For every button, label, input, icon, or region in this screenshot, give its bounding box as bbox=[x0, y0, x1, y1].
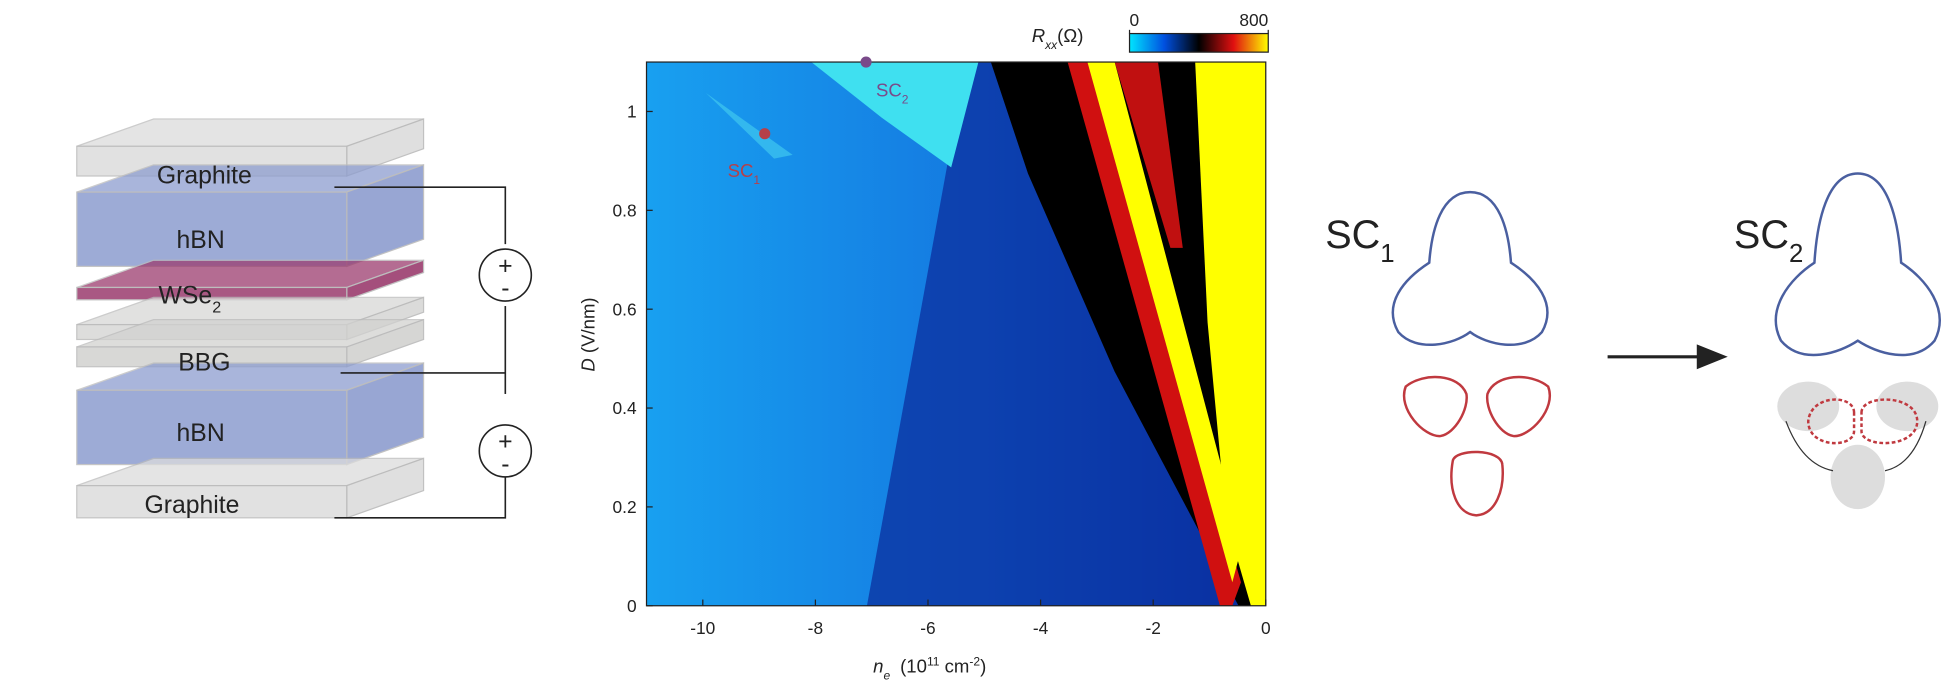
text-part: SC bbox=[876, 80, 902, 101]
y-tick-label: 0 bbox=[627, 596, 637, 616]
layer-label: WSe2 bbox=[159, 283, 222, 317]
colorbar-label: Rxx(Ω) bbox=[1032, 25, 1084, 52]
source-plus: + bbox=[498, 253, 512, 280]
source-plus: + bbox=[498, 429, 512, 456]
layer-label: Graphite bbox=[144, 492, 239, 519]
x-tick-label: -8 bbox=[808, 618, 823, 638]
text-part: SC bbox=[728, 160, 754, 181]
heatmap-image bbox=[646, 62, 1266, 606]
x-tick-label: -6 bbox=[920, 618, 935, 638]
text-part: R bbox=[1032, 25, 1045, 46]
text-part: D bbox=[577, 358, 598, 371]
text-part: n bbox=[873, 656, 883, 677]
x-tick-label: -10 bbox=[690, 618, 715, 638]
text-part: 1 bbox=[1380, 240, 1394, 268]
text-part: Graphite bbox=[144, 492, 239, 519]
fermi-surfaces bbox=[1391, 172, 1941, 517]
text-part: 2 bbox=[212, 299, 221, 317]
text-part: hBN bbox=[177, 420, 225, 447]
colorbar-tick-label: 0 bbox=[1130, 10, 1140, 30]
text-part: 2 bbox=[1789, 240, 1803, 268]
text-part: WSe bbox=[159, 283, 213, 310]
source-minus: - bbox=[501, 275, 509, 302]
point-label: SC2 bbox=[876, 80, 909, 107]
text-part: ) bbox=[980, 656, 986, 677]
y-tick-label: 0.8 bbox=[613, 201, 637, 221]
panel-label: SC2 bbox=[1734, 213, 1803, 268]
layer-label: hBN bbox=[177, 227, 225, 254]
layer bbox=[76, 191, 348, 268]
plot-frame bbox=[645, 61, 1267, 607]
circuit bbox=[334, 186, 533, 519]
text-part: (V/nm) bbox=[577, 297, 598, 358]
layer bbox=[76, 389, 348, 466]
text-part: 1 bbox=[753, 173, 760, 187]
text-part: Graphite bbox=[157, 162, 252, 189]
text-part: BBG bbox=[178, 349, 230, 376]
source-minus: - bbox=[501, 451, 509, 478]
colorbar-tick-label: 800 bbox=[1239, 10, 1268, 30]
text-part: (10 bbox=[900, 656, 927, 677]
layer-label: Graphite bbox=[157, 162, 252, 189]
y-axis-label: D (V/nm) bbox=[577, 297, 598, 371]
text-part: hBN bbox=[177, 227, 225, 254]
y-tick-label: 0.2 bbox=[613, 497, 637, 517]
x-tick-label: -2 bbox=[1145, 618, 1160, 638]
text-part: e bbox=[883, 669, 890, 683]
text-part: -2 bbox=[969, 655, 980, 669]
layer bbox=[76, 484, 348, 519]
layer-label: hBN bbox=[177, 420, 225, 447]
text-part: SC bbox=[1734, 213, 1789, 257]
scatter-point bbox=[759, 128, 771, 140]
text-part: (Ω) bbox=[1057, 25, 1083, 46]
y-tick-label: 0.6 bbox=[613, 299, 637, 319]
text-part: SC bbox=[1325, 213, 1380, 257]
y-tick-label: 0.4 bbox=[613, 398, 637, 418]
x-tick-label: 0 bbox=[1261, 618, 1271, 638]
x-tick-label: -4 bbox=[1033, 618, 1049, 638]
text-part: cm bbox=[939, 656, 969, 677]
y-tick-label: 1 bbox=[627, 102, 637, 122]
x-axis-label: ne (1011 cm-2) bbox=[873, 655, 986, 683]
layer-label: BBG bbox=[178, 349, 230, 376]
text-part: 2 bbox=[902, 93, 909, 107]
device-stack bbox=[76, 118, 425, 519]
point-label: SC1 bbox=[728, 160, 761, 187]
text-part: 11 bbox=[927, 655, 940, 669]
colorbar bbox=[1128, 32, 1269, 53]
panel-label: SC1 bbox=[1325, 213, 1394, 268]
scatter-point bbox=[860, 56, 872, 68]
text-part: xx bbox=[1044, 38, 1058, 52]
